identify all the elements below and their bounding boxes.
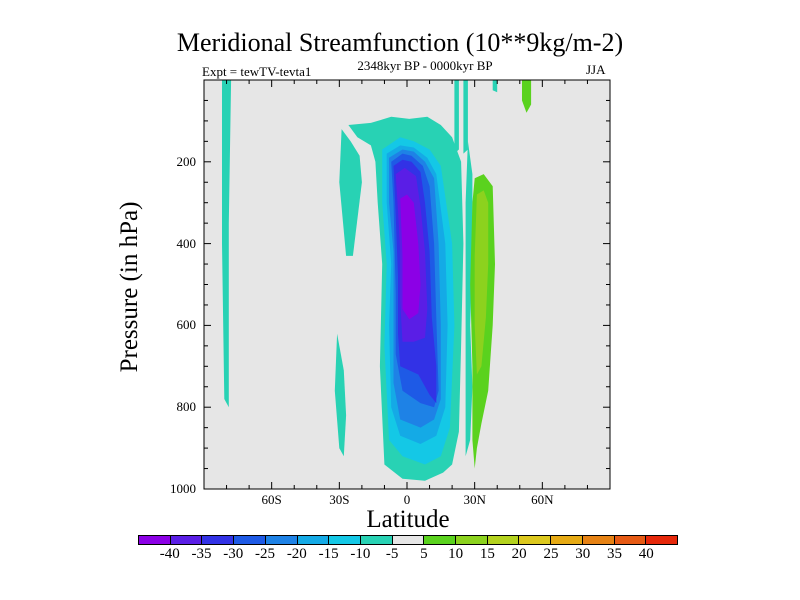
axis-ticks [203, 79, 611, 490]
colorbar-label: -35 [191, 546, 212, 562]
x-tick-label: 60S [261, 492, 282, 507]
contour-region-6 [492, 80, 498, 93]
colorbar-label: -15 [318, 546, 339, 562]
colorbar-label: 35 [606, 546, 622, 562]
colorbar-swatch [519, 536, 552, 544]
y-tick-label: 200 [176, 153, 197, 169]
y-tick-label: 400 [176, 235, 197, 251]
colorbar-swatch [139, 536, 171, 544]
colorbar-label: 15 [479, 546, 495, 562]
colorbar-swatch [360, 536, 393, 544]
colorbar-label: 25 [543, 546, 559, 562]
chart-title: Meridional Streamfunction (10**9kg/m-2) [176, 28, 624, 57]
y-tick-label: 800 [176, 399, 197, 415]
colorbar [138, 535, 678, 545]
contour-regions [222, 80, 532, 481]
colorbar-swatch [170, 536, 203, 544]
colorbar-swatch [456, 536, 488, 544]
colorbar-swatch [646, 536, 677, 544]
x-tick-label: 30N [463, 492, 486, 507]
colorbar-swatch [202, 536, 235, 544]
x-tick-label: 60N [531, 492, 554, 507]
y-tick-label: 1000 [170, 481, 196, 496]
contour-region-5 [463, 80, 468, 154]
colorbar-label: -30 [223, 546, 244, 562]
season-label: JJA [586, 62, 606, 77]
x-tick-label: 30S [329, 492, 350, 507]
x-tick-label: 0 [403, 492, 411, 507]
colorbar-label: 10 [448, 546, 464, 562]
contour-region-2 [334, 333, 347, 457]
colorbar-swatch [487, 536, 520, 544]
colorbar-swatch [329, 536, 361, 544]
colorbar-swatch [424, 536, 457, 544]
colorbar-swatch [297, 536, 330, 544]
contour-region-0 [222, 80, 232, 408]
contour-region-1 [339, 129, 362, 256]
y-tick-label: 600 [176, 317, 197, 333]
colorbar-swatch [265, 536, 298, 544]
colorbar-swatch [582, 536, 615, 544]
colorbar-label: 20 [511, 546, 527, 562]
colorbar-swatch [551, 536, 583, 544]
colorbar-label: -5 [385, 546, 399, 562]
colorbar-swatch [614, 536, 647, 544]
colorbar-swatch [392, 536, 425, 544]
contour-region-14 [400, 194, 421, 320]
period-label: 2348kyr BP - 0000kyr BP [357, 58, 493, 73]
colorbar-swatch [234, 536, 266, 544]
experiment-label: Expt = tewTV-tevta1 [202, 64, 312, 79]
contour-region-16 [522, 80, 532, 113]
colorbar-label: 40 [638, 546, 654, 562]
colorbar-label: -25 [255, 546, 276, 562]
colorbar-label: -20 [286, 546, 307, 562]
colorbar-label: -40 [159, 546, 180, 562]
contour-region-7 [465, 141, 473, 457]
contour-region-4 [454, 80, 459, 154]
x-axis-label: Latitude [366, 506, 450, 533]
colorbar-label: 30 [575, 546, 591, 562]
colorbar-label: -10 [350, 546, 371, 562]
colorbar-label: 5 [420, 546, 428, 562]
contour-region-17 [474, 190, 489, 375]
